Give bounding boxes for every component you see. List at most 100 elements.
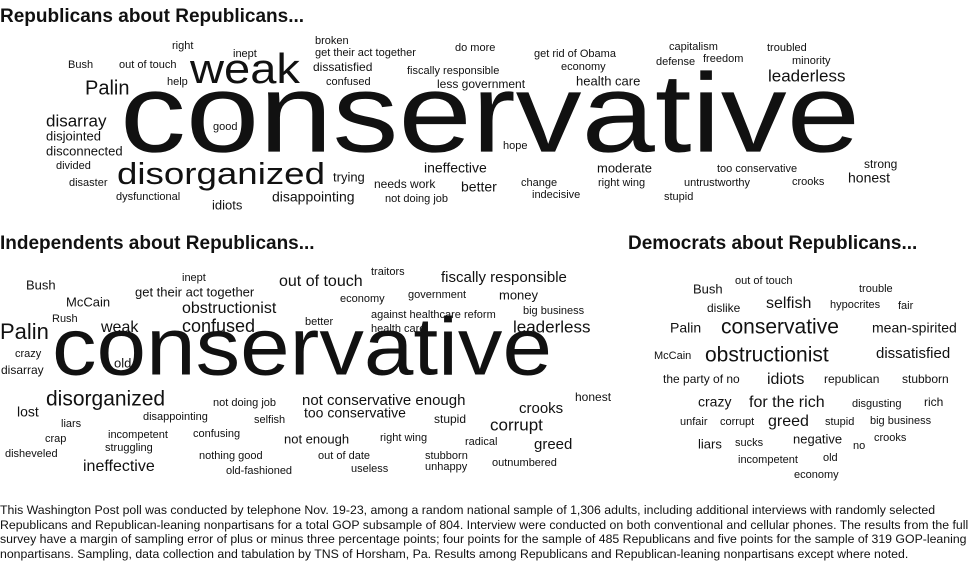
word-clouds: Republicans about Republicans... Indepen… <box>0 6 957 481</box>
word: out of date <box>318 450 370 462</box>
word: conservative <box>721 316 839 339</box>
word: disaster <box>69 177 108 189</box>
word: right wing <box>598 177 645 189</box>
word: big business <box>870 415 932 427</box>
word: moderate <box>597 160 652 175</box>
word: disconnected <box>46 143 123 158</box>
word: freedom <box>703 53 743 65</box>
word: crooks <box>874 432 907 444</box>
word: crap <box>45 433 66 445</box>
section-title: Democrats about Republicans... <box>628 233 917 254</box>
word: selfish <box>766 295 811 312</box>
word: help <box>167 76 188 88</box>
word: honest <box>575 390 612 404</box>
word: disorganized <box>117 156 325 191</box>
word: inept <box>233 48 257 60</box>
word: hypocrites <box>830 299 881 311</box>
word: stubborn <box>425 450 468 462</box>
word: strong <box>864 157 897 171</box>
word: old-fashioned <box>226 465 292 477</box>
word: mean-spirited <box>872 320 957 336</box>
word: broken <box>315 35 349 47</box>
word: weak <box>189 45 301 92</box>
word: out of touch <box>735 275 793 287</box>
word: indecisive <box>532 189 580 201</box>
word: nothing good <box>199 450 263 462</box>
word: health care <box>576 73 640 88</box>
word: too conservative <box>304 405 406 421</box>
word: Palin <box>0 319 49 344</box>
word: rich <box>924 395 943 409</box>
word: troubled <box>767 42 807 54</box>
word: incompetent <box>108 429 168 441</box>
word: struggling <box>105 442 153 454</box>
word: dislike <box>707 301 741 315</box>
word: obstructionist <box>705 344 829 367</box>
word: disgusting <box>852 398 902 410</box>
word: dissatisfied <box>313 60 372 74</box>
word: crazy <box>698 394 731 410</box>
word: too conservative <box>717 163 797 175</box>
word: fair <box>898 300 914 312</box>
footnote: This Washington Post poll was conducted … <box>0 503 969 561</box>
word: incompetent <box>738 454 798 466</box>
word: minority <box>792 55 831 67</box>
word: negative <box>793 431 842 446</box>
word: good <box>213 121 237 133</box>
word: disappointing <box>272 189 355 205</box>
word: defense <box>656 56 695 68</box>
word: unfair <box>680 416 708 428</box>
word: stupid <box>434 412 466 426</box>
word: ineffective <box>83 458 155 475</box>
word: radical <box>465 436 497 448</box>
word: get their act together <box>315 47 416 59</box>
word: the party of no <box>663 372 740 386</box>
word: corrupt <box>720 416 754 428</box>
word: sucks <box>735 437 764 449</box>
word: divided <box>56 160 91 172</box>
word: right wing <box>380 432 427 444</box>
word: Rush <box>52 313 78 325</box>
word: against healthcare reform <box>371 309 496 321</box>
word: not conservative enough <box>302 392 465 409</box>
word: fiscally responsible <box>441 269 567 286</box>
word: economy <box>561 61 606 73</box>
word: right <box>172 40 193 52</box>
word: crooks <box>519 400 563 417</box>
word: stupid <box>664 191 693 203</box>
word: dysfunctional <box>116 191 180 203</box>
word: get their act together <box>135 284 255 299</box>
word: crazy <box>15 348 42 360</box>
word: out of touch <box>119 59 177 71</box>
word: stubborn <box>902 372 949 386</box>
word: leaderless <box>513 317 591 336</box>
word: capitalism <box>669 41 718 53</box>
word: fiscally responsible <box>407 65 499 77</box>
word: Bush <box>26 277 56 292</box>
word: useless <box>351 463 389 475</box>
word: conservative <box>120 51 860 176</box>
word: big business <box>523 305 585 317</box>
word: do more <box>455 42 495 54</box>
word: old <box>823 452 838 464</box>
word: republican <box>824 372 879 386</box>
word: liars <box>698 436 722 451</box>
word: out of touch <box>279 273 363 290</box>
word: ineffective <box>424 160 487 176</box>
word: McCain <box>654 350 691 362</box>
word: get rid of Obama <box>534 48 617 60</box>
word: idiots <box>212 197 243 212</box>
word: selfish <box>254 414 285 426</box>
word: unhappy <box>425 461 468 473</box>
word: weak <box>100 319 139 336</box>
word: not doing job <box>385 193 448 205</box>
word: economy <box>794 469 839 481</box>
word: hope <box>503 140 527 152</box>
word: for the rich <box>749 394 825 411</box>
section-title: Independents about Republicans... <box>0 233 315 254</box>
word: honest <box>848 170 890 186</box>
word: health care <box>371 323 425 335</box>
word: greed <box>534 436 572 453</box>
word: McCain <box>66 294 110 309</box>
